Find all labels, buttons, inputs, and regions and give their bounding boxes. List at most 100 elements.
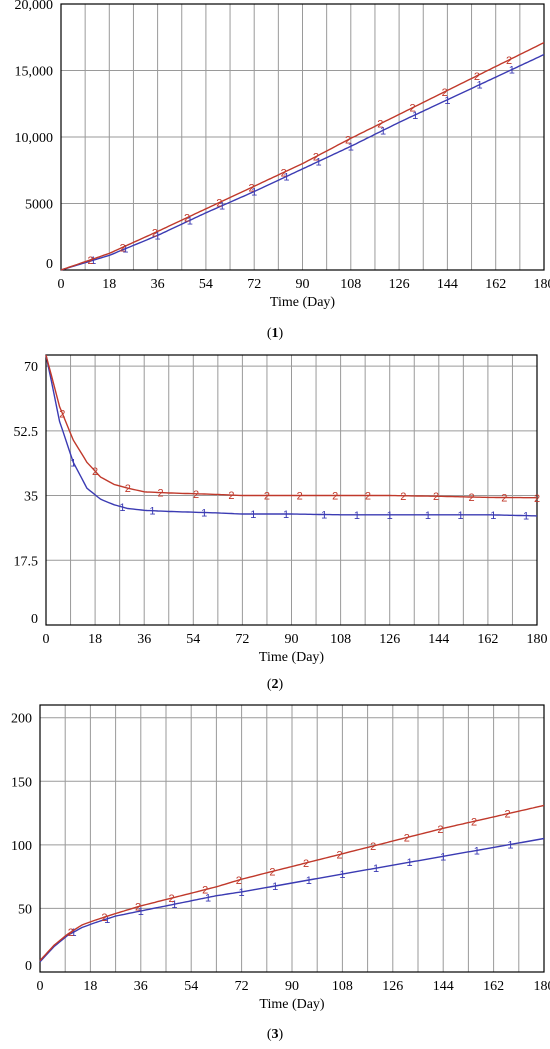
x-tick-label: 126 xyxy=(389,277,410,292)
series-marker: 1 xyxy=(250,509,256,521)
series-marker: 1 xyxy=(321,510,327,522)
series-marker: 2 xyxy=(59,408,65,420)
x-tick-label: 90 xyxy=(296,277,310,292)
series-marker: 2 xyxy=(101,912,107,924)
series-marker: 2 xyxy=(404,833,410,845)
x-tick-label: 36 xyxy=(151,277,165,292)
line-chart-1: 0 18 36 54 72 90 108 126 144 162 180 0 5000 10,000 15,… xyxy=(15,0,550,310)
series-marker: 1 xyxy=(205,892,211,904)
grid xyxy=(60,3,545,271)
y-tick-label: 150 xyxy=(11,775,32,790)
series-marker: 2 xyxy=(152,228,158,240)
x-tick-label: 72 xyxy=(235,979,249,994)
series-marker: 2 xyxy=(202,885,208,897)
y-tick-label: 10,000 xyxy=(15,131,54,146)
chart-panel-3: 0 18 36 54 72 90 108 126 144 162 180 0 50 100 150 200 Ti… xyxy=(0,700,550,1049)
x-tick-label: 144 xyxy=(433,979,454,994)
y-tick-label: 100 xyxy=(11,839,32,854)
x-tick-label: 54 xyxy=(184,979,198,994)
series-marker: 1 xyxy=(490,510,496,522)
plot-frame xyxy=(45,354,538,626)
series-marker: 1 xyxy=(122,244,128,256)
x-tick-label: 18 xyxy=(102,277,116,292)
x-tick-label: 36 xyxy=(137,632,151,647)
series-line xyxy=(39,837,545,963)
y-tick-label: 0 xyxy=(25,959,32,974)
series-marker: 1 xyxy=(523,511,529,523)
series-2: 2 2 2 2 2 2 2 2 2 2 2 2 2 2 2 xyxy=(45,354,540,505)
series-marker: 2 xyxy=(92,466,98,478)
series-marker: 2 xyxy=(158,488,164,500)
series-marker: 1 xyxy=(283,509,289,521)
chart-panel-2: 0 18 36 54 72 90 108 126 144 162 180 0 17.5 35 52.5 70 T… xyxy=(0,350,550,700)
grid xyxy=(39,705,545,973)
series-marker: 1 xyxy=(283,171,289,183)
series-marker: 1 xyxy=(444,95,450,107)
series-marker: 2 xyxy=(474,71,480,83)
series-marker: 1 xyxy=(458,510,464,522)
series-marker: 2 xyxy=(505,809,511,821)
series-marker: 2 xyxy=(120,242,126,254)
x-axis-label: Time (Day) xyxy=(270,295,336,310)
y-tick-label: 17.5 xyxy=(14,554,39,569)
caption-1: (1) xyxy=(266,326,284,341)
series-marker: 2 xyxy=(437,824,443,836)
x-tick-label: 0 xyxy=(43,632,50,647)
series-marker: 2 xyxy=(68,927,74,939)
series-marker: 2 xyxy=(216,198,222,210)
x-tick-label: 162 xyxy=(485,277,506,292)
series-marker: 2 xyxy=(471,816,477,828)
y-tick-label: 200 xyxy=(11,712,32,727)
x-tick-label: 180 xyxy=(527,632,548,647)
series-marker: 2 xyxy=(468,492,474,504)
y-tick-label: 15,000 xyxy=(15,65,54,80)
series-2: 2 2 2 2 2 2 2 2 2 2 2 2 2 2 xyxy=(39,804,545,962)
x-tick-label: 162 xyxy=(477,632,498,647)
x-tick-label: 144 xyxy=(428,632,449,647)
series-marker: 2 xyxy=(501,493,507,505)
series-marker: 1 xyxy=(70,457,76,469)
x-tick-label: 108 xyxy=(330,632,351,647)
x-tick-label: 36 xyxy=(134,979,148,994)
y-tick-label: 5000 xyxy=(25,198,53,213)
series-marker: 2 xyxy=(534,493,540,505)
series-marker: 2 xyxy=(433,491,439,503)
x-tick-label: 90 xyxy=(285,632,299,647)
series-marker: 2 xyxy=(365,491,371,503)
series-marker: 2 xyxy=(400,491,406,503)
series-marker: 2 xyxy=(442,87,448,99)
series-marker: 1 xyxy=(373,863,379,875)
series-marker: 2 xyxy=(236,875,242,887)
series-marker: 2 xyxy=(169,893,175,905)
series-marker: 2 xyxy=(264,491,270,503)
series-marker: 1 xyxy=(316,156,322,168)
series-marker: 2 xyxy=(248,182,254,194)
series-marker: 1 xyxy=(251,187,257,199)
x-tick-label: 54 xyxy=(186,632,200,647)
series-marker: 2 xyxy=(135,902,141,914)
series-1: 1 1 1 1 1 1 1 1 1 1 1 1 1 1 xyxy=(39,837,545,963)
x-tick-label: 180 xyxy=(534,277,550,292)
series-marker: 2 xyxy=(345,135,351,147)
y-tick-label: 70 xyxy=(24,360,38,375)
series-marker: 2 xyxy=(281,167,287,179)
series-marker: 1 xyxy=(407,857,413,869)
series-marker: 1 xyxy=(306,875,312,887)
plot-frame xyxy=(60,3,545,271)
x-tick-label: 18 xyxy=(83,979,97,994)
series-marker: 1 xyxy=(201,508,207,520)
series-marker: 2 xyxy=(332,491,338,503)
series-marker: 2 xyxy=(337,849,343,861)
y-tick-label: 50 xyxy=(18,902,32,917)
x-tick-label: 126 xyxy=(382,979,403,994)
series-marker: 1 xyxy=(219,201,225,213)
series-marker: 1 xyxy=(354,510,360,522)
series-marker: 2 xyxy=(184,213,190,225)
series-marker: 1 xyxy=(412,110,418,122)
series-marker: 2 xyxy=(303,858,309,870)
series-marker: 1 xyxy=(239,887,245,899)
series-line xyxy=(60,41,545,271)
chart-panel-1: 0 18 36 54 72 90 108 126 144 162 180 0 5000 10,000 15,… xyxy=(0,0,550,350)
series-marker: 2 xyxy=(228,490,234,502)
y-tick-label: 20,000 xyxy=(15,0,54,13)
